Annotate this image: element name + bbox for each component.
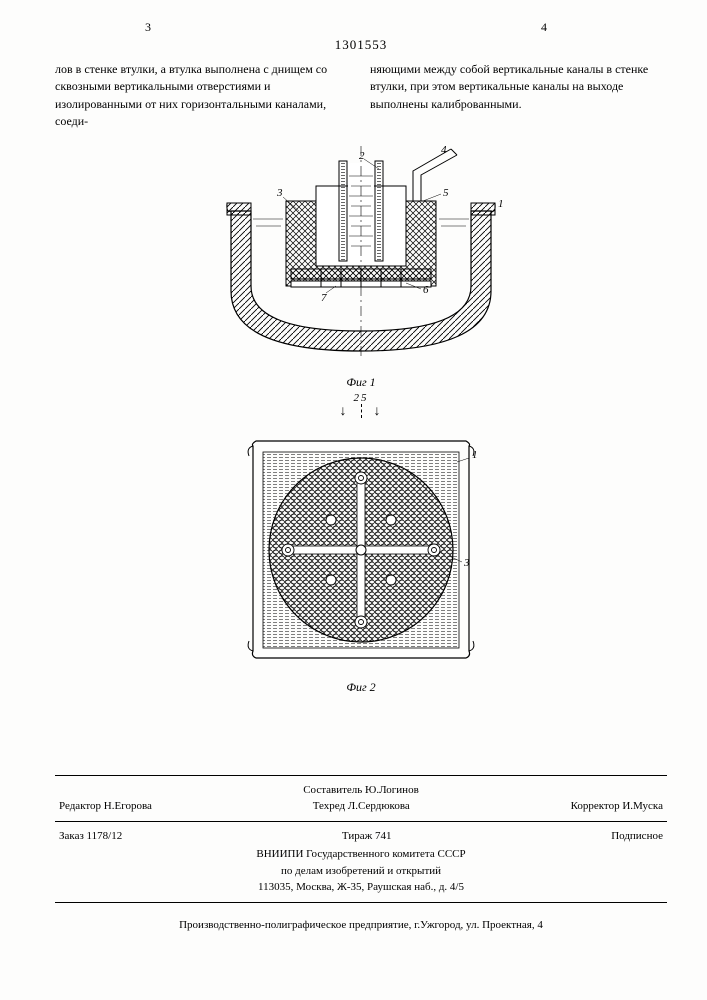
right-column-text: няющими между собой вертикальные ка­налы… [370,61,667,131]
fig1-label-4: 4 [441,144,447,156]
figure-1: 1 2 3 4 5 6 7 [191,141,531,371]
fig2-label-1: 1 [472,449,478,461]
circulation: Тираж 741 [342,828,392,845]
fig1-label-5: 5 [443,187,449,199]
editor: Редактор Н.Егорова [59,798,152,815]
column-number-right: 4 [541,20,547,35]
organization-2: по делам изобретений и открытий [55,863,667,880]
corrector: Корректор И.Муска [571,798,663,815]
left-column-text: лов в стенке втулки, а втулка выпол­нена… [55,61,352,131]
fig1-label-1: 1 [498,198,504,210]
document-number: 1301553 [55,37,667,53]
printer: Производственно-полиграфическое предприя… [55,917,667,934]
footer: Составитель Ю.Логинов Редактор Н.Егорова… [55,775,667,934]
column-number-left: 3 [145,20,151,35]
figure-2-caption: Фиг 2 [55,680,667,695]
subscription: Подписное [611,828,663,845]
body-text: лов в стенке втулки, а втулка выпол­нена… [55,61,667,131]
order-number: Заказ 1178/12 [59,828,122,845]
fig1-label-7: 7 [321,292,327,304]
techred: Техред Л.Сердюкова [313,798,410,815]
fig1-label-3: 3 [276,187,283,199]
organization-1: ВНИИПИ Государственного комитета СССР [55,846,667,863]
compiler: Составитель Ю.Логинов [55,782,667,799]
fig1-label-6: 6 [423,284,429,296]
address: 113035, Москва, Ж-35, Раушская наб., д. … [55,879,667,896]
figure-1-caption: Фиг 1 [55,375,667,390]
fig1-label-2: 2 [359,150,365,162]
figure-2: 1 3 [231,426,491,676]
fig2-label-3: 3 [463,557,470,569]
section-marks: 25 ↓ ↓ [55,392,667,420]
